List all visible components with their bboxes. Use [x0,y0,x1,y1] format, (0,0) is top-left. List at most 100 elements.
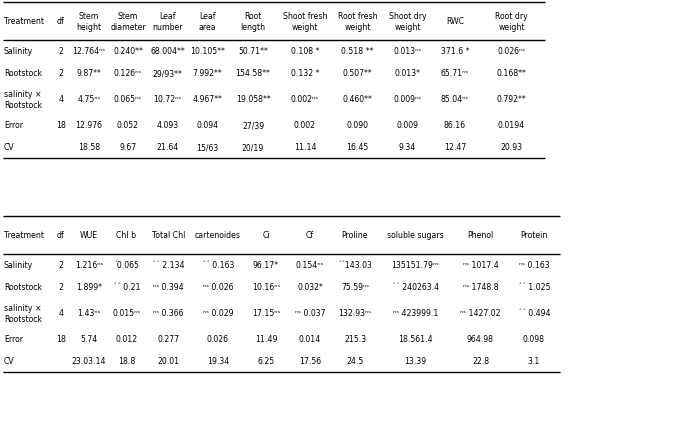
Text: 0.026ⁿˢ: 0.026ⁿˢ [497,47,525,56]
Text: 132.93ⁿˢ: 132.93ⁿˢ [338,309,371,318]
Text: Leaf
number: Leaf number [152,12,183,32]
Text: 12.47: 12.47 [444,143,466,152]
Text: ⁿˢ 1748.8: ⁿˢ 1748.8 [462,283,498,292]
Text: 0.098: 0.098 [523,335,545,344]
Text: 29/93**: 29/93** [153,69,182,78]
Text: ⁿˢ 1427.02: ⁿˢ 1427.02 [460,309,501,318]
Text: ⁿˢ 423999.1: ⁿˢ 423999.1 [393,309,438,318]
Text: 0.108 *: 0.108 * [290,47,319,56]
Text: Ci: Ci [262,231,270,240]
Text: df: df [57,17,65,26]
Text: 17.15ⁿˢ: 17.15ⁿˢ [252,309,280,318]
Text: Error: Error [4,121,23,130]
Text: ⁿˢ 0.366: ⁿˢ 0.366 [153,309,184,318]
Text: ⁿˢ 0.163: ⁿˢ 0.163 [519,261,549,270]
Text: ˊˊ 0.163: ˊˊ 0.163 [202,261,234,270]
Text: 4.967**: 4.967** [192,95,223,104]
Text: 0.094: 0.094 [197,121,219,130]
Text: 18.561.4: 18.561.4 [398,335,433,344]
Text: 7.992**: 7.992** [192,69,223,78]
Text: RWC: RWC [446,17,464,26]
Text: 23.03.14: 23.03.14 [72,357,106,366]
Text: Shoot dry
weight: Shoot dry weight [388,12,426,32]
Text: 15/63: 15/63 [197,143,219,152]
Text: 0.507**: 0.507** [342,69,373,78]
Text: 154.58**: 154.58** [236,69,271,78]
Text: Rootstock: Rootstock [4,283,42,292]
Text: 17.56: 17.56 [299,357,321,366]
Text: 964.98: 964.98 [467,335,494,344]
Text: Phenol: Phenol [467,231,494,240]
Text: salinity ×
Rootstock: salinity × Rootstock [4,90,42,109]
Text: 13.39: 13.39 [404,357,427,366]
Text: 16.45: 16.45 [347,143,369,152]
Text: 11.14: 11.14 [294,143,316,152]
Text: 0.009ⁿˢ: 0.009ⁿˢ [393,95,421,104]
Text: 0.009: 0.009 [397,121,419,130]
Text: 18: 18 [56,335,66,344]
Text: ˊˊ 1.025: ˊˊ 1.025 [518,283,550,292]
Text: Leaf
area: Leaf area [199,12,216,32]
Text: Proline: Proline [342,231,369,240]
Text: 4: 4 [58,309,64,318]
Text: 2: 2 [58,283,64,292]
Text: 371.6 *: 371.6 * [440,47,469,56]
Text: 1.899*: 1.899* [76,283,102,292]
Text: 2: 2 [58,47,64,56]
Text: 0.052: 0.052 [117,121,139,130]
Text: 0.126ⁿˢ: 0.126ⁿˢ [114,69,142,78]
Text: df: df [57,231,65,240]
Text: 19.058**: 19.058** [236,95,271,104]
Text: ˊˊ 2.134: ˊˊ 2.134 [152,261,185,270]
Text: ⁿˢ 0.029: ⁿˢ 0.029 [203,309,234,318]
Text: CV: CV [4,357,14,366]
Text: 2: 2 [58,261,64,270]
Text: 215.3: 215.3 [344,335,366,344]
Text: 0.032*: 0.032* [297,283,323,292]
Text: 0.065ⁿˢ: 0.065ⁿˢ [114,95,142,104]
Text: 0.012: 0.012 [116,335,138,344]
Text: salinity ×
Rootstock: salinity × Rootstock [4,304,42,323]
Text: 9.34: 9.34 [399,143,416,152]
Text: 65.71ⁿˢ: 65.71ⁿˢ [441,69,469,78]
Text: 19.34: 19.34 [207,357,229,366]
Text: soluble sugars: soluble sugars [387,231,444,240]
Text: 18.58: 18.58 [78,143,100,152]
Text: 4.093: 4.093 [156,121,179,130]
Text: Total Chl: Total Chl [152,231,185,240]
Text: 0.015ⁿˢ: 0.015ⁿˢ [112,309,140,318]
Text: 96.17*: 96.17* [253,261,279,270]
Text: ⁿˢ 0.026: ⁿˢ 0.026 [203,283,234,292]
Text: 0.132 *: 0.132 * [290,69,319,78]
Text: 0.518 **: 0.518 ** [341,47,374,56]
Text: 9.87**: 9.87** [77,69,101,78]
Text: Stem
diameter: Stem diameter [110,12,146,32]
Text: 0.013ⁿˢ: 0.013ⁿˢ [393,47,421,56]
Text: 18.8: 18.8 [118,357,135,366]
Text: Error: Error [4,335,23,344]
Text: 12.976: 12.976 [75,121,103,130]
Text: Shoot fresh
weight: Shoot fresh weight [283,12,327,32]
Text: Protein: Protein [521,231,548,240]
Text: ˊˊ 0.494: ˊˊ 0.494 [518,309,550,318]
Text: 18: 18 [56,121,66,130]
Text: 0.792**: 0.792** [497,95,526,104]
Text: 10.72ⁿˢ: 10.72ⁿˢ [153,95,182,104]
Text: 68.004**: 68.004** [150,47,185,56]
Text: CV: CV [4,143,14,152]
Text: 0.168**: 0.168** [497,69,527,78]
Text: ⁿˢ 1017.4: ⁿˢ 1017.4 [462,261,499,270]
Text: 1.216ⁿˢ: 1.216ⁿˢ [75,261,103,270]
Text: 20.01: 20.01 [158,357,179,366]
Text: 0.026: 0.026 [207,335,229,344]
Text: ⁿˢ 0.394: ⁿˢ 0.394 [153,283,184,292]
Text: 0.240**: 0.240** [113,47,143,56]
Text: ˊ0.065: ˊ0.065 [114,261,140,270]
Text: 0.002: 0.002 [294,121,316,130]
Text: Stem
height: Stem height [77,12,101,32]
Text: 0.277: 0.277 [158,335,179,344]
Text: 85.04ⁿˢ: 85.04ⁿˢ [441,95,469,104]
Text: 11.49: 11.49 [255,335,277,344]
Text: 135151.79ⁿˢ: 135151.79ⁿˢ [392,261,440,270]
Text: 0.090: 0.090 [347,121,369,130]
